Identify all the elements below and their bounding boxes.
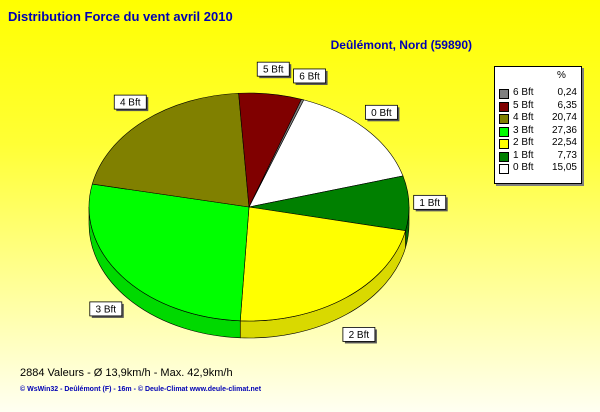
legend-label: 6 Bft	[513, 87, 534, 98]
label-box	[365, 104, 398, 120]
legend-swatch	[499, 164, 509, 174]
chart-subtitle: Deûlémont, Nord (59890)	[330, 38, 472, 52]
slice-label: 0 Bft	[365, 104, 400, 122]
legend-label: 4 Bft	[513, 112, 534, 123]
label-box	[256, 61, 290, 77]
legend-swatch	[499, 151, 509, 162]
legend-value: 6,35	[557, 99, 577, 111]
legend-label: 3 Bft	[513, 124, 534, 136]
legend-item: 4 Bft 20,74	[499, 112, 581, 124]
legend-swatch	[499, 126, 509, 137]
legend-value: 7,73	[557, 149, 577, 161]
slice-label: 6 Bft	[293, 68, 328, 85]
slice-label: 3 Bft	[89, 301, 124, 318]
legend-swatch	[499, 101, 509, 112]
pie-labels: 0 Bft 1 Bft 2 Bft 3 Bft 4 Bft 5 Bft 6 Bft	[89, 61, 448, 344]
label-text: 0 Bft	[371, 108, 392, 119]
footer-stats: 2884 Valeurs - Ø 13,9km/h - Max. 42,9km/…	[20, 367, 233, 379]
legend-label: 0 Bft	[513, 162, 534, 173]
label-box	[413, 194, 447, 210]
slice-label: 4 Bft	[113, 94, 149, 112]
slice-label: 1 Bft	[413, 194, 448, 212]
pie-slice-6-bft	[248, 98, 305, 208]
label-box	[342, 327, 376, 342]
legend-item: 5 Bft 6,35	[499, 100, 581, 112]
label-box	[89, 301, 123, 317]
legend-item: 0 Bft 15,05	[499, 162, 581, 174]
legend-swatch	[499, 114, 509, 124]
legend-swatch	[499, 139, 509, 149]
label-text: 5 Bft	[263, 65, 284, 76]
pie-top	[88, 92, 410, 322]
pie-slice-3-bft	[88, 183, 250, 322]
legend-header: %	[557, 70, 566, 81]
legend-item: 6 Bft 0,24	[499, 87, 581, 99]
label-text: 3 Bft	[96, 304, 117, 315]
pie-slice-2-bft	[239, 206, 406, 322]
legend-value: 22,54	[551, 137, 577, 148]
slice-label: 2 Bft	[342, 327, 377, 344]
footer-credit: © WsWin32 - Deûlémont (F) - 16m - © Deul…	[20, 386, 262, 393]
legend-value: 27,36	[551, 124, 577, 136]
label-text: 2 Bft	[349, 330, 370, 341]
pie-slice-4-bft	[91, 92, 250, 208]
legend-value: 0,24	[557, 87, 577, 98]
legend-item: 3 Bft 27,36	[499, 125, 581, 137]
chart-title: Distribution Force du vent avril 2010	[8, 9, 233, 24]
legend-label: 2 Bft	[513, 137, 534, 148]
label-box	[293, 68, 326, 84]
legend: % 6 Bft 0,24 5 Bft 6,35 4 Bft 20,74 3 Bft 27,36…	[494, 66, 582, 184]
label-box	[113, 94, 147, 110]
pie-slice-0-bft	[248, 99, 404, 208]
legend-value: 20,74	[551, 112, 577, 123]
legend-item: 1 Bft 7,73	[499, 150, 581, 162]
legend-label: 5 Bft	[513, 99, 534, 111]
label-text: 4 Bft	[120, 98, 141, 109]
slice-label: 5 Bft	[256, 61, 292, 79]
legend-value: 15,05	[551, 162, 577, 173]
legend-item: 2 Bft 22,54	[499, 137, 581, 149]
legend-swatch	[499, 89, 509, 99]
label-text: 1 Bft	[419, 198, 440, 209]
label-text: 6 Bft	[299, 71, 320, 82]
legend-label: 1 Bft	[513, 149, 534, 161]
